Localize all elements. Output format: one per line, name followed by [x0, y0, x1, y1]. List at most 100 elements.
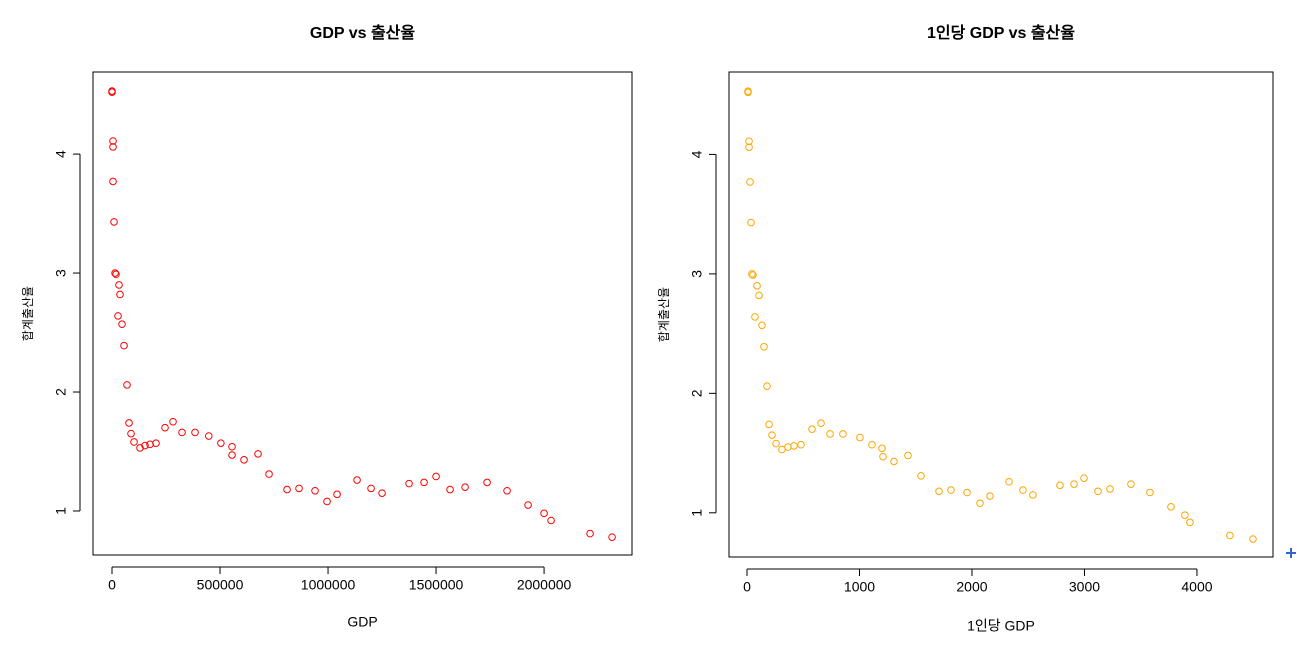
point — [228, 451, 236, 459]
point — [749, 271, 757, 279]
point — [868, 440, 876, 449]
y-tick-label: 4 — [53, 150, 69, 158]
x-axis-label: 1인당 GDP — [967, 618, 1035, 634]
point — [108, 88, 116, 97]
x-tick-label: 3000 — [1069, 579, 1100, 595]
point — [111, 269, 119, 277]
chart-title: 1인당 GDP vs 출산율 — [927, 24, 1075, 42]
point — [986, 492, 994, 500]
point — [917, 471, 925, 480]
point — [1106, 485, 1114, 493]
point — [109, 137, 117, 145]
point — [817, 419, 825, 428]
y-tick-label: 3 — [53, 269, 69, 277]
point — [191, 428, 199, 437]
point — [109, 177, 117, 186]
point — [204, 432, 213, 440]
point — [333, 490, 341, 499]
x-tick-label: 1000000 — [301, 577, 356, 593]
point — [323, 497, 331, 506]
point — [420, 478, 428, 487]
point — [141, 441, 149, 450]
x-tick-label: 1500000 — [409, 577, 464, 593]
point — [295, 484, 303, 493]
point — [217, 439, 225, 447]
point — [136, 444, 144, 452]
point — [890, 457, 898, 466]
point — [112, 270, 120, 279]
point — [378, 489, 386, 497]
point — [116, 290, 124, 299]
point — [976, 499, 984, 508]
point — [178, 428, 186, 437]
point — [1080, 474, 1088, 482]
point — [763, 382, 771, 390]
y-axis-label: 합계출산율 — [657, 287, 671, 342]
x-tick-label: 2000 — [956, 579, 987, 595]
point — [808, 425, 816, 433]
chart-title: GDP vs 출산율 — [310, 24, 416, 42]
point — [367, 484, 375, 493]
point — [446, 485, 454, 494]
point — [748, 270, 756, 278]
point — [1127, 480, 1135, 488]
point — [483, 478, 491, 487]
point — [109, 143, 117, 151]
point — [768, 431, 776, 439]
point — [130, 438, 138, 446]
point — [353, 476, 361, 484]
point — [110, 218, 118, 226]
point — [746, 178, 754, 186]
point — [152, 439, 160, 447]
plot-frame — [92, 71, 633, 556]
point — [127, 429, 135, 438]
y-tick-label: 1 — [53, 507, 69, 515]
point — [123, 381, 131, 389]
point — [240, 456, 248, 464]
point — [540, 509, 548, 518]
point — [265, 470, 273, 478]
point — [790, 442, 798, 450]
point — [1181, 511, 1189, 519]
point — [461, 483, 469, 491]
point — [547, 516, 555, 525]
point — [1249, 535, 1257, 543]
point — [765, 420, 773, 429]
point — [169, 417, 177, 426]
point — [1029, 491, 1037, 499]
point — [1019, 486, 1027, 494]
y-axis-label: 합계출산율 — [21, 286, 35, 341]
point — [772, 439, 780, 448]
point — [1167, 503, 1175, 511]
point — [311, 486, 319, 495]
point — [405, 479, 413, 488]
point — [745, 137, 753, 146]
point — [1146, 488, 1154, 497]
point — [1005, 477, 1013, 486]
x-axis-label: GDP — [347, 614, 377, 630]
point — [904, 451, 912, 460]
x-tick-label: 0 — [743, 579, 751, 595]
point — [1186, 518, 1194, 527]
point — [114, 312, 122, 320]
point — [125, 419, 133, 427]
y-tick-label: 2 — [53, 388, 69, 396]
point — [118, 320, 126, 329]
point — [839, 430, 847, 438]
point — [784, 443, 792, 451]
point — [935, 487, 943, 496]
point — [755, 291, 763, 300]
x-tick-label: 1000 — [844, 579, 875, 595]
point — [963, 488, 971, 497]
plot-frame — [728, 71, 1274, 558]
point — [228, 442, 236, 451]
point — [747, 218, 755, 227]
point — [797, 440, 805, 449]
point — [753, 282, 761, 290]
y-tick-label: 3 — [689, 270, 705, 278]
point — [744, 88, 752, 97]
point — [283, 485, 291, 494]
x-tick-label: 0 — [108, 577, 116, 593]
cursor-cross — [1286, 548, 1296, 558]
point — [856, 433, 864, 442]
